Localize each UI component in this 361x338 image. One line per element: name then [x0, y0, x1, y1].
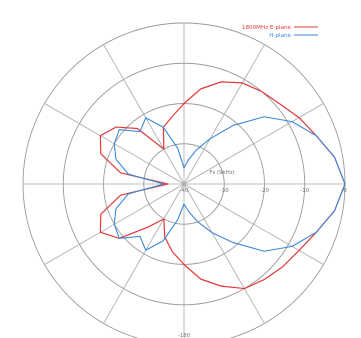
legend-entry-h-plane: H-plane: [269, 33, 291, 39]
series-1800mhz-e-plane: [99, 81, 346, 290]
axis-labels: -40 -30 -20 -10 0 Fs (9kHz) -180: [178, 170, 347, 338]
tick-label-0: 0: [343, 188, 347, 194]
series-h-plane: [113, 116, 346, 252]
tick-label-m10: -10: [300, 188, 309, 194]
tick-label-m20: -20: [260, 188, 269, 194]
polar-grid: [22, 22, 346, 338]
series-group: [99, 81, 346, 290]
grid-radial-240: [103, 183, 185, 324]
angle-label-1: -180: [178, 333, 191, 338]
legend-entry-1800mhz-e-plane: 1800MHz E-plane: [242, 25, 292, 31]
legend: 1800MHz E-plane H-plane: [242, 25, 318, 39]
grid-radial-120: [103, 44, 185, 185]
tick-label-m40: -40: [180, 188, 189, 194]
angle-label-0: Fs (9kHz): [209, 170, 234, 176]
grid-radial-330: [183, 183, 324, 265]
grid-radial-30: [183, 103, 324, 185]
grid-radial-300: [183, 183, 265, 324]
grid-radial-60: [183, 44, 265, 185]
tick-label-m30: -30: [220, 188, 229, 194]
